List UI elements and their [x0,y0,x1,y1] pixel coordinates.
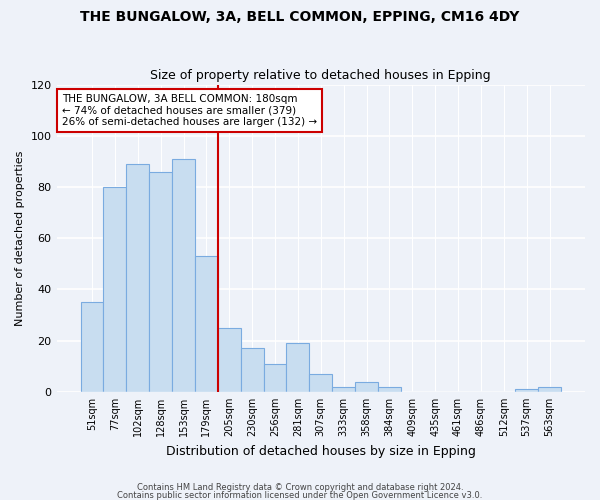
Bar [103,187,127,392]
Bar [172,159,195,392]
Y-axis label: Number of detached properties: Number of detached properties [15,150,25,326]
Bar [263,364,286,392]
Bar [127,164,149,392]
Bar [149,172,172,392]
Bar [310,374,332,392]
Text: THE BUNGALOW, 3A, BELL COMMON, EPPING, CM16 4DY: THE BUNGALOW, 3A, BELL COMMON, EPPING, C… [80,10,520,24]
Bar [378,387,401,392]
Bar [332,387,355,392]
Bar [218,328,241,392]
X-axis label: Distribution of detached houses by size in Epping: Distribution of detached houses by size … [166,444,476,458]
Bar [538,387,561,392]
Bar [355,382,378,392]
Bar [80,302,103,392]
Bar [515,390,538,392]
Bar [195,256,218,392]
Text: Contains HM Land Registry data © Crown copyright and database right 2024.: Contains HM Land Registry data © Crown c… [137,484,463,492]
Bar [286,344,310,392]
Title: Size of property relative to detached houses in Epping: Size of property relative to detached ho… [151,69,491,82]
Bar [241,348,263,392]
Text: THE BUNGALOW, 3A BELL COMMON: 180sqm
← 74% of detached houses are smaller (379)
: THE BUNGALOW, 3A BELL COMMON: 180sqm ← 7… [62,94,317,127]
Text: Contains public sector information licensed under the Open Government Licence v3: Contains public sector information licen… [118,490,482,500]
